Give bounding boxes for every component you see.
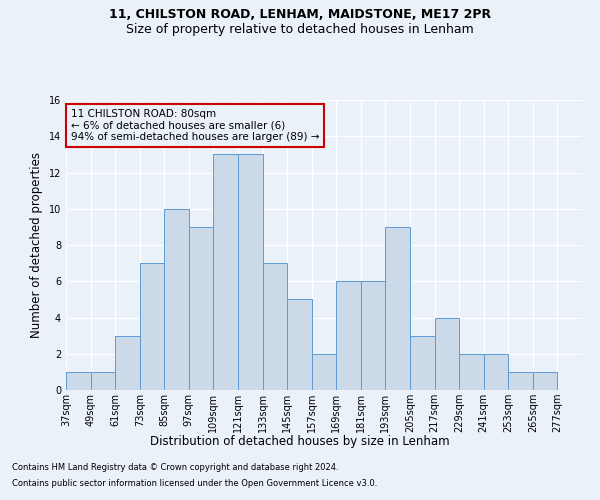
Bar [164,209,189,390]
Bar [533,372,557,390]
Bar [238,154,263,390]
Bar [115,336,140,390]
Bar [508,372,533,390]
Bar [91,372,115,390]
Bar [140,263,164,390]
Bar [385,227,410,390]
Bar [287,300,312,390]
Bar [361,281,385,390]
Text: 11, CHILSTON ROAD, LENHAM, MAIDSTONE, ME17 2PR: 11, CHILSTON ROAD, LENHAM, MAIDSTONE, ME… [109,8,491,20]
Text: Contains HM Land Registry data © Crown copyright and database right 2024.: Contains HM Land Registry data © Crown c… [12,464,338,472]
Text: Distribution of detached houses by size in Lenham: Distribution of detached houses by size … [150,435,450,448]
Text: Contains public sector information licensed under the Open Government Licence v3: Contains public sector information licen… [12,478,377,488]
Bar [214,154,238,390]
Bar [312,354,336,390]
Y-axis label: Number of detached properties: Number of detached properties [30,152,43,338]
Bar [263,263,287,390]
Bar [189,227,214,390]
Bar [66,372,91,390]
Text: 11 CHILSTON ROAD: 80sqm
← 6% of detached houses are smaller (6)
94% of semi-deta: 11 CHILSTON ROAD: 80sqm ← 6% of detached… [71,108,320,142]
Bar [410,336,434,390]
Text: Size of property relative to detached houses in Lenham: Size of property relative to detached ho… [126,22,474,36]
Bar [484,354,508,390]
Bar [336,281,361,390]
Bar [434,318,459,390]
Bar [459,354,484,390]
